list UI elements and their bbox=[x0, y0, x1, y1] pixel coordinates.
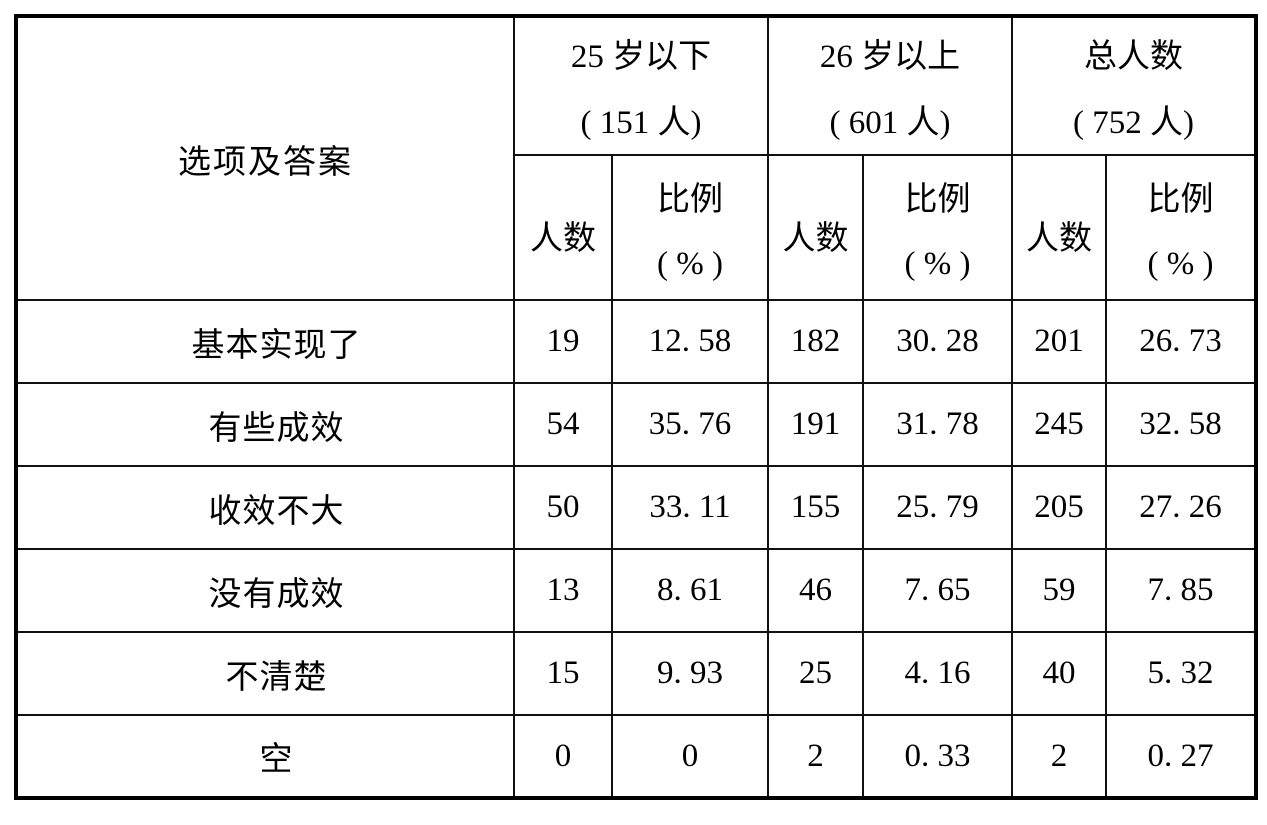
data-cell: 5. 32 bbox=[1104, 631, 1258, 716]
data-cell: 191 bbox=[767, 382, 864, 467]
data-cell: 2 bbox=[1011, 714, 1107, 799]
data-cell: 13 bbox=[513, 548, 613, 633]
ratio-unit: ( % ) bbox=[904, 246, 971, 283]
group-subtitle: ( 752 人) bbox=[1073, 105, 1194, 141]
group-title: 总人数 bbox=[1084, 39, 1183, 75]
ratio-label: 比例 bbox=[657, 181, 723, 218]
data-cell: 0. 33 bbox=[862, 714, 1013, 799]
header-group-row: 选项及答案 25 岁以下 ( 151 人) 26 岁以上 ( 601 人) 总人… bbox=[15, 15, 1258, 301]
data-cell: 46 bbox=[767, 548, 864, 633]
header-sub-row: 人数 比例 ( % ) 人数 比例 ( % ) 人数 比例 ( % ) bbox=[16, 154, 1258, 301]
row-label: 空 bbox=[15, 714, 515, 799]
group-title: 26 岁以上 bbox=[819, 39, 961, 75]
table-row: 基本实现了 19 12. 58 182 30. 28 201 26. 73 bbox=[15, 299, 1258, 384]
data-cell: 155 bbox=[767, 465, 864, 550]
ratio-unit: ( % ) bbox=[1147, 246, 1214, 283]
subheader-ratio-total: 比例 ( % ) bbox=[1104, 154, 1258, 301]
table-row: 有些成效 54 35. 76 191 31. 78 245 32. 58 bbox=[15, 382, 1258, 467]
data-cell: 26. 73 bbox=[1104, 299, 1258, 384]
data-cell: 12. 58 bbox=[611, 299, 769, 384]
data-cell: 4. 16 bbox=[862, 631, 1013, 716]
data-cell: 32. 58 bbox=[1104, 382, 1258, 467]
data-cell: 25 bbox=[767, 631, 864, 716]
data-cell: 59 bbox=[1011, 548, 1107, 633]
data-cell: 33. 11 bbox=[611, 465, 769, 550]
data-cell: 25. 79 bbox=[862, 465, 1013, 550]
table-row: 空 0 0 2 0. 33 2 0. 27 bbox=[15, 714, 1258, 799]
data-cell: 0 bbox=[611, 714, 769, 799]
data-cell: 0. 27 bbox=[1104, 714, 1258, 799]
data-cell: 245 bbox=[1011, 382, 1107, 467]
survey-results-table: 选项及答案 25 岁以下 ( 151 人) 26 岁以上 ( 601 人) 总人… bbox=[14, 14, 1259, 800]
data-cell: 31. 78 bbox=[862, 382, 1013, 467]
data-cell: 182 bbox=[767, 299, 864, 384]
data-cell: 7. 85 bbox=[1104, 548, 1258, 633]
group-subtitle: ( 151 人) bbox=[580, 105, 702, 141]
ratio-label: 比例 bbox=[1147, 181, 1214, 218]
data-cell: 27. 26 bbox=[1104, 465, 1258, 550]
row-label: 不清楚 bbox=[15, 631, 515, 716]
corner-header-cell: 选项及答案 bbox=[15, 15, 515, 301]
data-cell: 19 bbox=[513, 299, 613, 384]
row-label: 基本实现了 bbox=[15, 299, 515, 384]
group-header-under-25: 25 岁以下 ( 151 人) bbox=[513, 15, 769, 156]
row-label: 没有成效 bbox=[15, 548, 515, 633]
data-cell: 15 bbox=[513, 631, 613, 716]
data-cell: 35. 76 bbox=[611, 382, 769, 467]
data-cell: 205 bbox=[1011, 465, 1107, 550]
data-cell: 2 bbox=[767, 714, 864, 799]
data-cell: 0 bbox=[513, 714, 613, 799]
data-cell: 54 bbox=[513, 382, 613, 467]
table-row: 没有成效 13 8. 61 46 7. 65 59 7. 85 bbox=[15, 548, 1258, 633]
ratio-label: 比例 bbox=[904, 181, 971, 218]
subheader-count-under-25: 人数 bbox=[513, 154, 613, 301]
data-cell: 201 bbox=[1011, 299, 1107, 384]
data-cell: 9. 93 bbox=[611, 631, 769, 716]
subheader-ratio-under-25: 比例 ( % ) bbox=[611, 154, 769, 301]
row-label: 有些成效 bbox=[15, 382, 515, 467]
table-row: 不清楚 15 9. 93 25 4. 16 40 5. 32 bbox=[15, 631, 1258, 716]
group-header-over-26: 26 岁以上 ( 601 人) bbox=[767, 15, 1013, 156]
group-subtitle: ( 601 人) bbox=[829, 105, 951, 141]
data-cell: 40 bbox=[1011, 631, 1107, 716]
subheader-count-total: 人数 bbox=[1011, 154, 1107, 301]
data-cell: 8. 61 bbox=[611, 548, 769, 633]
group-title: 25 岁以下 bbox=[570, 39, 712, 75]
data-cell: 30. 28 bbox=[862, 299, 1013, 384]
ratio-unit: ( % ) bbox=[657, 246, 723, 283]
data-cell: 50 bbox=[513, 465, 613, 550]
row-label: 收效不大 bbox=[15, 465, 515, 550]
subheader-count-over-26: 人数 bbox=[767, 154, 864, 301]
subheader-ratio-over-26: 比例 ( % ) bbox=[862, 154, 1013, 301]
data-cell: 7. 65 bbox=[862, 548, 1013, 633]
table-row: 收效不大 50 33. 11 155 25. 79 205 27. 26 bbox=[15, 465, 1258, 550]
group-header-total: 总人数 ( 752 人) bbox=[1010, 15, 1258, 156]
